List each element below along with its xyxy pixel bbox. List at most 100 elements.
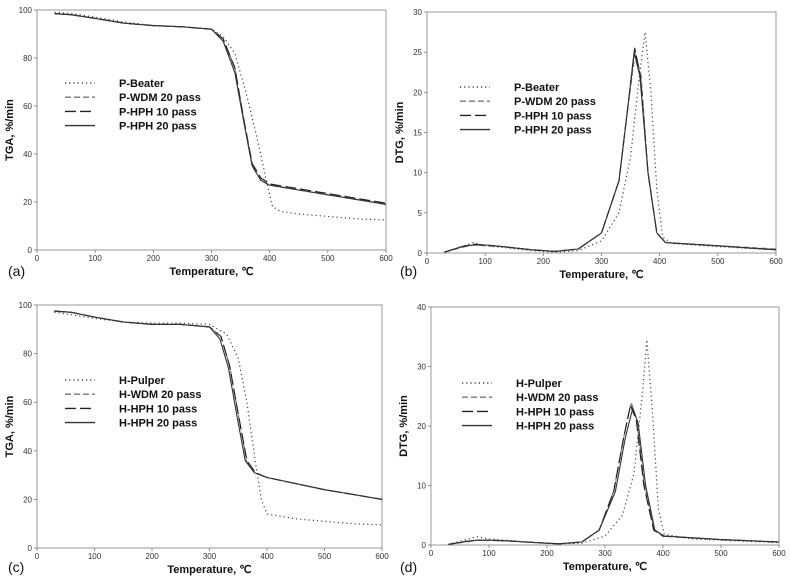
x-tick-label: 0 (35, 254, 40, 263)
series-line-h-hph-20-pass (448, 407, 780, 545)
legend-label: P-HPH 10 pass (514, 110, 592, 122)
y-tick-label: 30 (417, 363, 426, 372)
x-tick-label: 0 (35, 552, 40, 561)
x-tick-label: 100 (478, 257, 492, 266)
x-tick-label: 0 (425, 257, 430, 266)
x-tick-label: 100 (88, 552, 102, 561)
y-tick-label: 10 (417, 482, 426, 491)
legend-label: H-WDM 20 pass (516, 392, 599, 404)
series-line-p-beater (444, 31, 777, 253)
x-tick-label: 500 (318, 552, 332, 561)
chart-panel-a: 0 100 200 300 400 500 600 0 20 40 60 80 100 Temperatu… (4, 6, 393, 279)
x-tick-label: 200 (145, 552, 159, 561)
x-tick-label: 500 (711, 257, 725, 266)
x-tick-label: 600 (375, 552, 389, 561)
x-tick-label: 200 (540, 549, 554, 558)
plot-frame (426, 11, 777, 254)
x-tick-label: 300 (598, 549, 612, 558)
x-tick-label: 100 (88, 254, 102, 263)
x-tick-label: 600 (772, 549, 786, 558)
series-line-h-hph-10-pass (54, 310, 383, 500)
x-axis-label: Temperature, ℃ (169, 266, 253, 278)
y-tick-label: 0 (418, 249, 423, 258)
y-axis-label: DTG, %/min (394, 101, 406, 163)
y-tick-label: 100 (19, 6, 33, 15)
y-tick-label: 25 (413, 48, 422, 57)
y-tick-label: 0 (422, 541, 427, 550)
series-line-p-wdm-20-pass (54, 13, 387, 205)
legend-label: P-Beater (514, 82, 560, 94)
plot-frame (36, 9, 387, 251)
chart-panel-c: 0 100 200 300 400 500 600 0 20 40 60 80 100 Temperatu… (4, 301, 389, 576)
panel-label: (a) (8, 263, 25, 279)
legend-label: H-HPH 10 pass (516, 406, 594, 418)
panel-label: (d) (400, 559, 417, 575)
x-tick-label: 600 (379, 254, 393, 263)
legend-label: P-WDM 20 pass (119, 92, 201, 104)
y-tick-label: 40 (23, 150, 32, 159)
y-tick-label: 40 (417, 303, 426, 312)
x-tick-label: 300 (203, 552, 217, 561)
legend-label: P-Beater (119, 78, 165, 90)
chart-panel-d: 0 100 200 300 400 500 600 0 10 20 30 40 Temperature,… (398, 303, 786, 575)
y-tick-label: 5 (418, 209, 423, 218)
legend-label: H-HPH 20 pass (516, 421, 594, 433)
y-tick-label: 80 (23, 54, 32, 63)
x-tick-label: 500 (321, 254, 335, 263)
x-tick-label: 0 (429, 549, 434, 558)
x-tick-label: 300 (205, 254, 219, 263)
x-axis-label: Temperature, ℃ (167, 564, 251, 576)
x-tick-label: 200 (537, 257, 551, 266)
chart-panel-b: 0 100 200 300 400 500 600 0 5 10 15 20 25 30 Temperatu… (394, 8, 783, 281)
legend-label: P-HPH 10 pass (119, 106, 197, 118)
legend-label: H-Pulper (119, 375, 166, 387)
x-tick-label: 400 (653, 257, 667, 266)
legend-label: H-HPH 20 pass (119, 418, 197, 430)
x-axis-label: Temperature, ℃ (563, 561, 647, 573)
series-line-h-hph-20-pass (54, 310, 383, 500)
x-tick-label: 200 (147, 254, 161, 263)
series-line-h-wdm-20-pass (448, 401, 780, 545)
y-tick-label: 0 (28, 246, 33, 255)
y-axis-label: TGA, %/min (4, 99, 16, 161)
y-tick-label: 10 (413, 169, 422, 178)
y-tick-label: 100 (19, 301, 33, 310)
series-line-p-hph-10-pass (54, 13, 387, 204)
y-tick-label: 30 (413, 8, 422, 17)
y-axis-label: TGA, %/min (4, 395, 16, 457)
legend-label: H-Pulper (516, 378, 563, 390)
x-tick-label: 400 (260, 552, 274, 561)
series-line-p-hph-20-pass (54, 13, 387, 205)
x-tick-label: 300 (595, 257, 609, 266)
legend-label: H-HPH 10 pass (119, 403, 197, 415)
legend-label: P-HPH 20 pass (119, 121, 197, 133)
y-tick-label: 20 (413, 88, 422, 97)
y-tick-label: 40 (23, 447, 32, 456)
legend-label: P-WDM 20 pass (514, 96, 596, 108)
panel-label: (c) (8, 559, 24, 575)
x-tick-label: 600 (769, 257, 783, 266)
series-line-h-hph-10-pass (448, 404, 780, 545)
y-tick-label: 60 (23, 398, 32, 407)
y-tick-label: 20 (23, 198, 32, 207)
y-axis-label: DTG, %/min (398, 395, 410, 457)
plot-frame (36, 304, 383, 549)
series-line-h-pulper (54, 311, 383, 526)
y-tick-label: 20 (417, 422, 426, 431)
series-line-p-wdm-20-pass (444, 51, 777, 253)
x-tick-label: 500 (714, 549, 728, 558)
x-tick-label: 400 (263, 254, 277, 263)
y-tick-label: 0 (28, 544, 33, 553)
x-tick-label: 100 (482, 549, 496, 558)
series-line-p-hph-20-pass (444, 51, 777, 253)
series-line-h-pulper (448, 339, 780, 545)
panel-label: (b) (400, 263, 417, 279)
y-tick-label: 60 (23, 102, 32, 111)
x-axis-label: Temperature, ℃ (559, 269, 643, 281)
series-line-h-wdm-20-pass (54, 310, 383, 500)
legend-label: P-HPH 20 pass (514, 125, 592, 137)
series-line-p-hph-10-pass (444, 47, 777, 253)
y-tick-label: 20 (23, 495, 32, 504)
x-tick-label: 400 (656, 549, 670, 558)
y-tick-label: 80 (23, 350, 32, 359)
